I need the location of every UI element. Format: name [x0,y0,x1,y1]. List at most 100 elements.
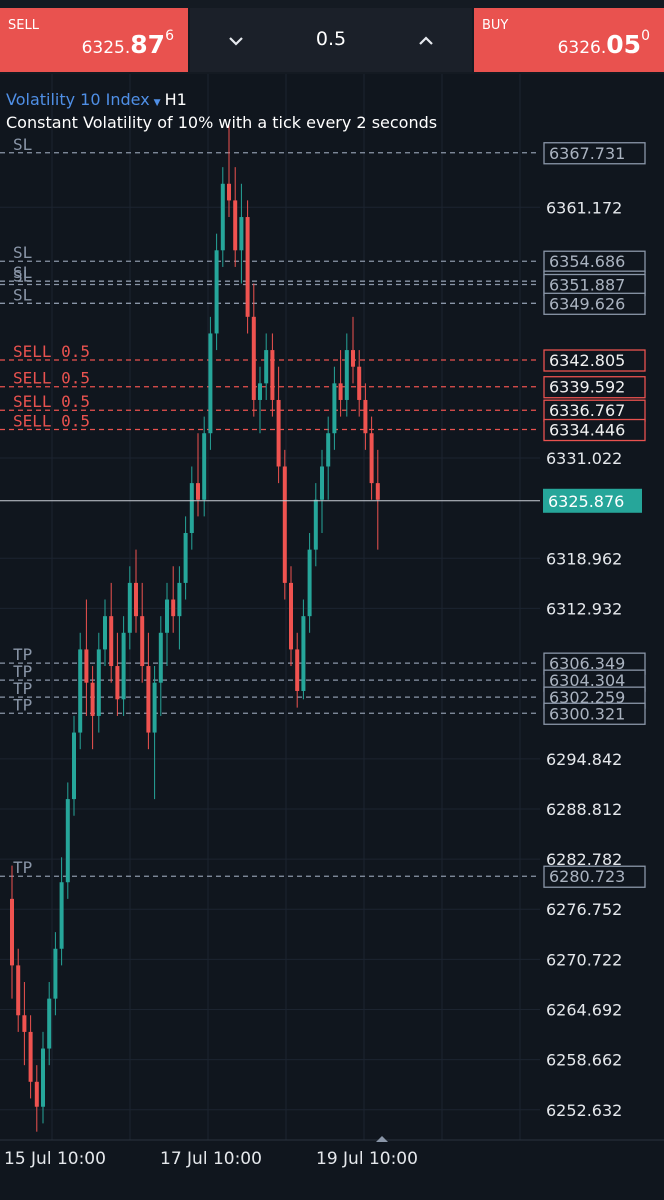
sell-price-box [543,376,646,399]
candle-body [363,399,368,434]
candle-body [214,250,219,334]
candle-body [233,200,238,251]
candle-body [103,616,107,650]
candle-body [53,948,58,999]
tp-line-label[interactable]: TP [13,695,32,714]
sl-price-label: 6349.626 [549,294,625,313]
candle-body [152,682,157,733]
buy-price: 6326.050 [557,28,650,59]
candle-body [127,582,132,633]
tp-line-label[interactable]: TP [13,679,32,698]
sl-line-label[interactable]: SL [13,285,32,304]
candle-body [245,217,250,317]
scroll-marker-icon[interactable] [376,1136,388,1142]
y-tick-label: 6258.662 [546,1051,622,1070]
candle-body [96,649,101,716]
caret-down-icon[interactable]: ▼ [153,98,161,108]
candle-body [28,1031,33,1082]
candle-body [22,1015,27,1032]
candle-body [344,350,349,400]
candle-body [196,483,200,500]
candle-body [84,649,89,683]
candle-body [183,533,188,583]
candle-body [220,183,225,251]
buy-label: BUY [482,18,509,33]
candle-body [90,682,95,716]
sl-price-label: 6367.731 [549,144,625,163]
sell-line-label[interactable]: SELL 0.5 [13,392,90,411]
candle-body [208,333,213,434]
y-tick-label: 6276.752 [546,900,622,919]
sl-line-label[interactable]: SL [13,266,32,285]
candle-body [332,383,337,434]
sl-price-label: 6354.686 [549,252,625,271]
instrument-name[interactable]: Volatility 10 Index [6,90,150,109]
instrument-selector[interactable]: Volatility 10 Index ▼ H1 [6,90,187,109]
chart-canvas[interactable]: 6361.172 6331.022 6318.962 6312.932 6294.842… [0,74,664,1200]
y-tick-label: 6264.692 [546,1001,622,1020]
sell-price-label: 6339.592 [549,378,625,397]
tp-price-box [543,865,646,888]
candle-body [134,582,138,617]
tp-line-label[interactable]: TP [13,858,32,877]
candle-body [72,732,76,800]
candle-body [239,217,244,251]
sell-line-label[interactable]: SELL 0.5 [13,369,90,388]
chevron-down-icon[interactable] [224,28,248,50]
price-chart[interactable]: 6361.172 6331.022 6318.962 6312.932 6294.842… [0,74,664,1200]
current-price-label: 6325.876 [548,492,624,511]
sell-price-label: 6334.446 [549,421,625,440]
instrument-description: Constant Volatility of 10% with a tick e… [6,113,438,132]
candle-body [65,799,70,883]
y-tick-label: 6294.842 [546,750,622,769]
buy-button[interactable]: BUY 6326.050 [474,8,664,72]
candle-body [47,998,52,1049]
tp-line-label[interactable]: TP [13,645,32,664]
candle-body [375,483,380,500]
y-tick-label: 6282.782 [546,850,622,869]
candle-body [282,466,287,583]
candle-body [115,666,120,700]
lot-size-selector: 0.5 [190,8,472,72]
sl-line-label[interactable]: SL [13,263,32,282]
candle-body [140,616,145,667]
candle-body [251,316,256,400]
x-tick-label: 19 Jul 10:00 [316,1149,418,1169]
timeframe-label[interactable]: H1 [164,90,187,109]
y-tick-label: 6270.722 [546,950,622,969]
candle-body [338,383,343,400]
candle-body [171,599,176,617]
candle-body [16,965,21,1016]
candle-body [326,433,331,467]
candle-body [34,1081,39,1107]
candle-body [189,483,194,534]
candle-body [320,466,324,500]
candle-body [165,599,169,633]
candle-body [276,399,281,467]
y-tick-label: 6361.172 [546,198,622,217]
candle-body [369,433,374,484]
candle-body [264,350,269,384]
candle-body [357,366,362,400]
candle-body [258,383,262,400]
trade-toolbar: SELL 6325.876 0.5 BUY 6326.050 [0,0,664,74]
x-tick-label: 17 Jul 10:00 [160,1149,262,1169]
tp-line-label[interactable]: TP [13,662,32,681]
sl-line-label[interactable]: SL [13,243,32,262]
sl-price-label: 6351.887 [549,275,625,294]
y-tick-label: 6312.932 [546,599,622,618]
lot-size-value[interactable]: 0.5 [315,28,347,50]
candle-body [351,350,355,367]
candle-body [202,433,207,500]
tp-price-label: 6300.321 [549,704,625,723]
sell-line-label[interactable]: SELL 0.5 [13,342,90,361]
sell-line-label[interactable]: SELL 0.5 [13,412,90,431]
sell-price-label: 6342.805 [549,351,625,370]
candle-body [177,582,182,617]
tp-price-label: 6280.723 [549,867,625,886]
candle-body [307,549,312,617]
current-price-box [543,488,642,513]
sl-line-label[interactable]: SL [13,135,32,154]
chevron-up-icon[interactable] [414,28,438,50]
sell-button[interactable]: SELL 6325.876 [0,8,188,72]
